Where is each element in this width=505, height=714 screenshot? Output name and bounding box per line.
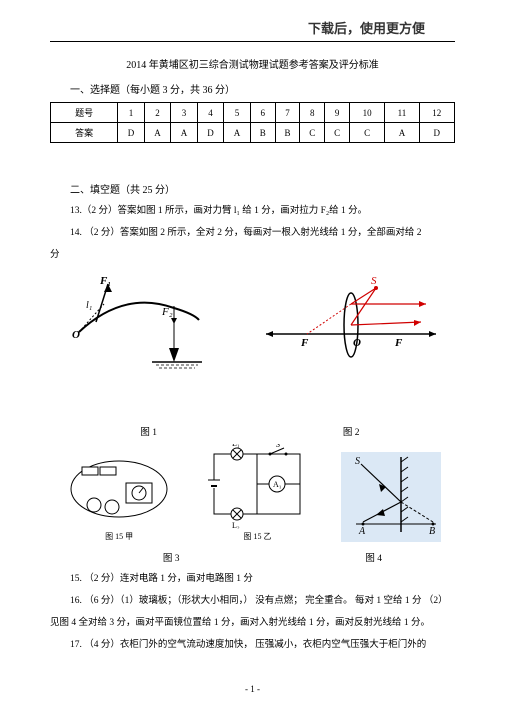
section2-heading: 二、填空题（共 25 分） [50, 181, 455, 196]
fig3b-subcaption: 图 15 乙 [202, 531, 312, 542]
ans-cell: C [325, 123, 350, 143]
figure-4: S A B [341, 452, 441, 542]
s-label: S [371, 275, 377, 287]
f2-label: F₂ [161, 306, 173, 318]
figure-row-2: 图 15 甲 L₁ S A₁ [50, 444, 455, 542]
o-label: O [72, 329, 80, 341]
a-mirror-label: A [358, 526, 366, 537]
table-row: 答案 D A A D A B B C C C A D [51, 123, 455, 143]
ans-cell: C [300, 123, 325, 143]
s-circuit-label: S [276, 444, 280, 449]
divider [50, 41, 455, 42]
q16b-text: 见图 4 全对给 3 分，画对平面镜位置给 1 分，画对入射光线给 1 分，画对… [50, 614, 455, 632]
q14-text-b: 分 [50, 246, 455, 264]
a-circuit-label: A₁ [273, 480, 282, 489]
fig3-caption: 图 3 [71, 550, 271, 564]
f-left-label: F [300, 337, 309, 349]
num-cell: 6 [250, 103, 275, 123]
num-cell: 10 [350, 103, 385, 123]
ans-cell: D [118, 123, 145, 143]
page-number: - 1 - [50, 684, 455, 694]
num-cell: 2 [144, 103, 171, 123]
figure-3b: L₁ S A₁ L₂ 图 15 乙 [202, 444, 312, 542]
num-cell: 12 [419, 103, 454, 123]
num-cell: 11 [385, 103, 419, 123]
fig1-caption: 图 1 [64, 424, 234, 438]
ans-cell: A [171, 123, 198, 143]
figure-caption-row-1: 图 1 图 2 [50, 422, 455, 438]
num-cell: 3 [171, 103, 198, 123]
banner-text: 下载后，使用更方便 [50, 18, 455, 37]
q13-text: 13.（2 分）答案如图 1 所示，画对力臂 l₁ 给 1 分，画对拉力 F₂给… [50, 202, 455, 220]
num-cell: 5 [224, 103, 251, 123]
q16a-text: 16. （6 分）（1）玻璃板；（形状大小相同，） 没有点燃； 完全重合。 每对… [50, 592, 455, 610]
o-center-label: O [353, 337, 361, 349]
row-label: 题号 [51, 103, 118, 123]
num-cell: 9 [325, 103, 350, 123]
num-cell: 1 [118, 103, 145, 123]
ans-cell: D [197, 123, 224, 143]
figure-row-1: F₁ l₁ O F₂ [50, 270, 455, 370]
q14-text-a: 14. （2 分）答案如图 2 所示，全对 2 分，每画对一根入射光线给 1 分… [50, 224, 455, 242]
fig4-caption: 图 4 [314, 550, 434, 564]
doc-title: 2014 年黄埔区初三综合测试物理试题参考答案及评分标准 [50, 56, 455, 71]
ans-cell: B [275, 123, 300, 143]
b-mirror-label: B [429, 526, 435, 537]
ans-cell: D [419, 123, 454, 143]
figure-caption-row-2: 图 3 图 4 [50, 548, 455, 564]
figure-3a: 图 15 甲 [64, 449, 174, 542]
q15-text: 15. （2 分）连对电路 1 分，画对电路图 1 分 [50, 570, 455, 588]
num-cell: 8 [300, 103, 325, 123]
num-cell: 7 [275, 103, 300, 123]
section1-heading: 一、选择题（每小题 3 分，共 36 分） [50, 81, 455, 96]
ans-cell: A [224, 123, 251, 143]
f1-label: F₁ [99, 275, 111, 287]
ans-cell: B [250, 123, 275, 143]
answer-table: 题号 1 2 3 4 5 6 7 8 9 10 11 12 答案 D A A D… [50, 102, 455, 143]
l1-label: l₁ [86, 300, 92, 311]
l1-circuit-label: L₁ [232, 444, 240, 448]
table-row: 题号 1 2 3 4 5 6 7 8 9 10 11 12 [51, 103, 455, 123]
l2-circuit-label: L₂ [232, 521, 240, 529]
num-cell: 4 [197, 103, 224, 123]
figure-1: F₁ l₁ O F₂ [64, 270, 234, 370]
ans-cell: C [350, 123, 385, 143]
ans-label: 答案 [51, 123, 118, 143]
fig2-caption: 图 2 [261, 424, 441, 438]
ans-cell: A [385, 123, 419, 143]
fig3a-subcaption: 图 15 甲 [64, 531, 174, 542]
s-mirror-label: S [355, 456, 360, 467]
f-right-label: F [394, 337, 403, 349]
q17-text: 17. （4 分）衣柜门外的空气流动速度加快， 压强减小，衣柜内空气压强大于柜门… [50, 636, 455, 654]
ans-cell: A [144, 123, 171, 143]
figure-2: F O F S [261, 270, 441, 370]
